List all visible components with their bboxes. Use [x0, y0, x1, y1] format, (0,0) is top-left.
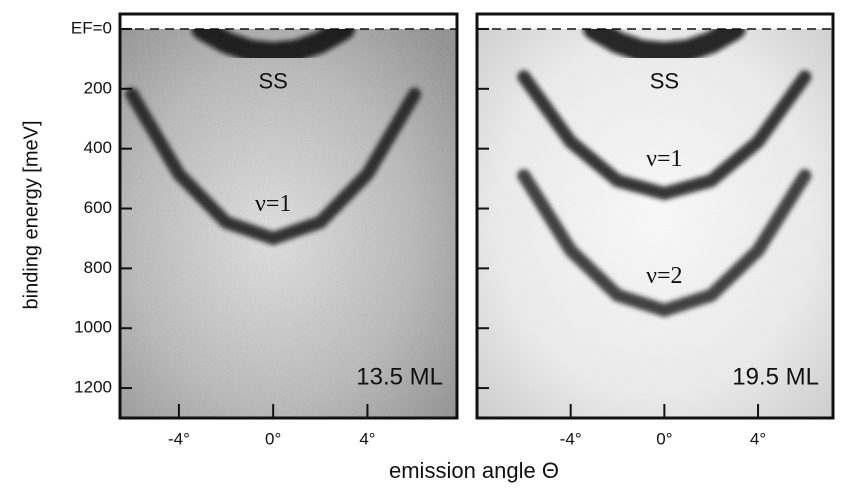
plot-area [120, 14, 457, 418]
y-axis-label: binding energy [meV] [20, 120, 42, 309]
band [191, 17, 355, 64]
panel-frame [475, 12, 835, 420]
band-label: ν=1 [646, 146, 682, 172]
band [583, 17, 746, 64]
x-axis-label: emission angle Θ [389, 458, 559, 483]
band-label: SS [259, 69, 288, 94]
x-tick-label: -4° [560, 429, 582, 448]
panel-label: 19.5 ML [732, 363, 819, 390]
y-tick-label: 1000 [74, 318, 112, 337]
band [517, 169, 812, 318]
x-tick-label: 4° [359, 429, 375, 448]
y-tick-label: 400 [84, 138, 112, 157]
band-label: ν=1 [255, 191, 291, 217]
x-tick-label: -4° [168, 429, 190, 448]
x-tick-label: 0° [656, 429, 672, 448]
x-tick-label: 0° [265, 429, 281, 448]
panel-frame [118, 12, 459, 420]
band-label: SS [650, 69, 679, 94]
y-tick-label: EF=0 [71, 18, 112, 37]
band [517, 70, 812, 201]
y-tick-label: 1200 [74, 378, 112, 397]
panel-label: 13.5 ML [356, 363, 443, 390]
band-label: ν=2 [646, 263, 682, 289]
y-tick-label: 800 [84, 258, 112, 277]
panel-noise [120, 14, 457, 418]
plot-area [477, 14, 833, 418]
above-fermi [120, 14, 457, 29]
y-tick-label: 600 [84, 198, 112, 217]
above-fermi [477, 14, 833, 29]
x-tick-label: 4° [750, 429, 766, 448]
band [125, 87, 422, 246]
y-tick-label: 200 [84, 78, 112, 97]
